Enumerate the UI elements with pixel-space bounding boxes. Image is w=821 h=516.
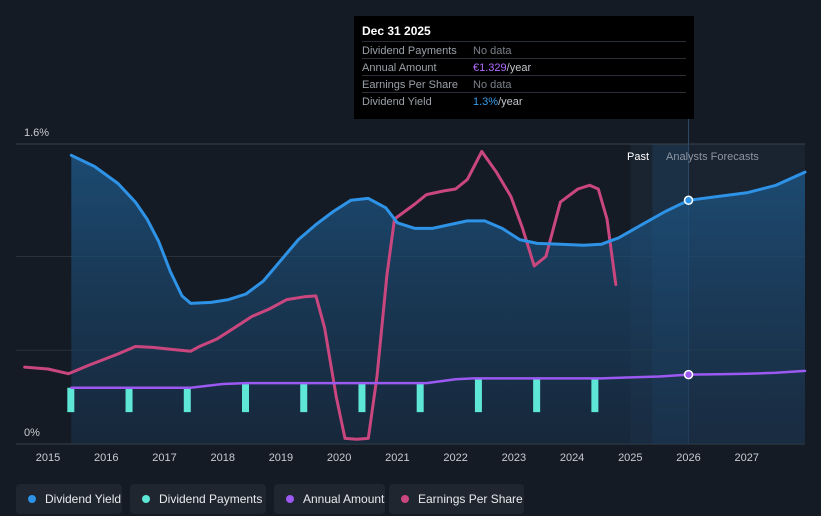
x-tick-label: 2023: [502, 452, 526, 464]
tooltip-value: €1.329/year: [473, 62, 531, 74]
x-tick-label: 2021: [385, 452, 409, 464]
legend-dot-icon: [401, 495, 409, 503]
tooltip-value-number: No data: [473, 45, 512, 57]
legend-dot-icon: [142, 495, 150, 503]
y-tick-top: 1.6%: [24, 127, 49, 139]
forecast-label: Analysts Forecasts: [666, 151, 759, 163]
dividend-payment-bar: [242, 384, 250, 413]
tooltip-label: Dividend Yield: [362, 96, 432, 108]
legend-dividend-payments[interactable]: Dividend Payments: [130, 484, 266, 514]
tooltip-value-number: €1.329: [473, 62, 507, 74]
legend-dividend-yield[interactable]: Dividend Yield: [16, 484, 122, 514]
legend-dot-icon: [286, 495, 294, 503]
x-tick-label: 2025: [618, 452, 642, 464]
tooltip-row-dividend-yield: Dividend Yield 1.3%/year: [362, 92, 686, 110]
legend-earnings-per-share[interactable]: Earnings Per Share: [389, 484, 524, 514]
dividend-yield-marker: [683, 195, 694, 205]
legend-dot-icon: [28, 495, 36, 503]
x-tick-label: 2027: [735, 452, 759, 464]
tooltip-label: Annual Amount: [362, 62, 437, 74]
dividend-yield-line: [69, 153, 807, 305]
legend-annual-amount[interactable]: Annual Amount: [274, 484, 385, 514]
dividend-payment-bar: [474, 378, 482, 413]
legend-label: Dividend Payments: [159, 492, 263, 506]
tooltip-value: 1.3%/year: [473, 96, 523, 108]
x-tick-label: 2015: [36, 452, 60, 464]
dividend-payment-bar: [416, 383, 424, 413]
dividend-payment-bar: [183, 387, 191, 413]
tooltip-label: Earnings Per Share: [362, 79, 458, 91]
legend-label: Annual Amount: [303, 492, 385, 506]
x-tick-label: 2017: [152, 452, 176, 464]
x-tick-label: 2018: [210, 452, 234, 464]
tooltip: Dec 31 2025 Dividend Payments No data An…: [354, 16, 694, 119]
legend-label: Dividend Yield: [45, 492, 122, 506]
dividend-payment-bar: [591, 378, 599, 413]
annual-amount-marker: [683, 369, 694, 380]
x-tick-label: 2026: [676, 452, 700, 464]
tooltip-value-suffix: /year: [498, 96, 523, 108]
tooltip-row-annual-amount: Annual Amount €1.329/year: [362, 58, 686, 76]
tooltip-value: No data: [473, 79, 512, 91]
legend-label: Earnings Per Share: [418, 492, 523, 506]
dividend-payment-bar: [358, 383, 366, 413]
x-tick-label: 2016: [94, 452, 118, 464]
tooltip-row-dividend-payments: Dividend Payments No data: [362, 41, 686, 59]
dividend-yield-area: [71, 155, 806, 445]
tooltip-row-earnings-per-share: Earnings Per Share No data: [362, 75, 686, 93]
x-tick-label: 2024: [560, 452, 584, 464]
past-label: Past: [627, 151, 649, 163]
tooltip-value: No data: [473, 45, 512, 57]
tooltip-value-number: 1.3%: [473, 96, 499, 108]
annual-amount-line: [70, 369, 807, 390]
x-tick-label: 2020: [327, 452, 351, 464]
y-tick-bottom: 0%: [24, 427, 40, 439]
earnings-per-share-line: [23, 150, 618, 441]
tooltip-value-number: No data: [473, 79, 512, 91]
tooltip-date: Dec 31 2025: [362, 24, 431, 38]
dividend-payment-bar: [300, 383, 308, 413]
dividend-payment-bar: [125, 387, 133, 413]
tooltip-value-suffix: /year: [506, 62, 532, 74]
dividend-payment-bar: [533, 378, 541, 413]
tooltip-label: Dividend Payments: [362, 45, 457, 57]
x-tick-label: 2022: [443, 452, 467, 464]
dividend-payment-bar: [67, 387, 75, 413]
x-tick-label: 2019: [269, 452, 293, 464]
